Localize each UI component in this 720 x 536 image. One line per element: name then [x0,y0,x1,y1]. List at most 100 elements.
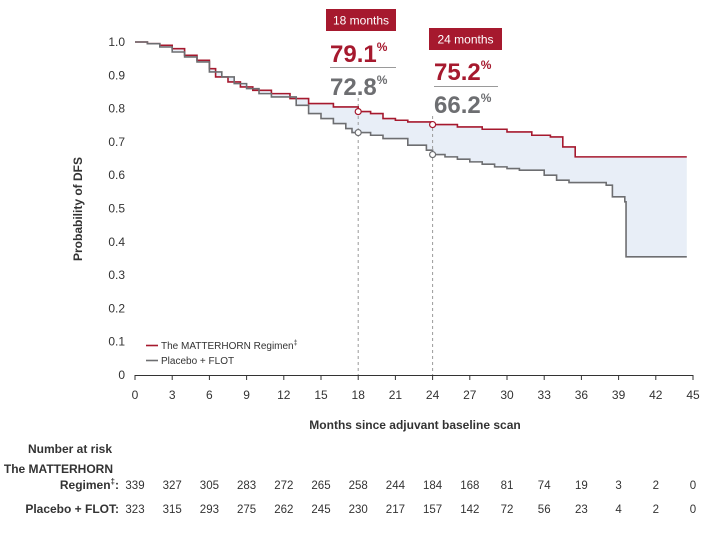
legend-label-placebo: Placebo + FLOT [161,356,234,367]
callout-18-label: 18 months [333,14,389,28]
risk-value-matterhorn: 283 [237,480,256,492]
risk-value-placebo: 262 [274,504,293,516]
risk-table: Number at risk The MATTERHORN Regimen‡: … [4,442,696,516]
risk-value-placebo: 23 [575,504,588,516]
risk-value-matterhorn: 272 [274,480,293,492]
series-line-placebo [135,41,687,258]
risk-value-matterhorn: 74 [538,480,551,492]
y-axis: 0 0.1 0.2 0.3 0.4 0.5 0.6 0.7 0.8 0.9 1.0 [108,35,125,382]
risk-value-matterhorn: 244 [386,480,406,492]
y-tick-label: 0.5 [108,202,125,216]
legend: The MATTERHORN Regimen‡ Placebo + FLOT [146,340,298,367]
x-tick-label: 15 [314,388,328,402]
difference-band [135,42,687,257]
callout-24-value-placebo: 66.2% [434,91,492,119]
x-tick-label: 36 [575,388,589,402]
risk-value-placebo: 293 [200,504,219,516]
callout-24-label-box [429,28,502,50]
x-tick-label: 18 [352,388,366,402]
x-axis-title: Months since adjuvant baseline scan [309,418,520,432]
callout-18-unit-placebo: % [377,73,388,87]
risk-value-placebo: 72 [501,504,514,516]
marker-placebo-18 [354,128,362,137]
y-tick-label: 0.6 [108,168,125,182]
risk-value-placebo: 230 [349,504,368,516]
risk-value-matterhorn: 184 [423,480,443,492]
risk-value-placebo: 275 [237,504,256,516]
x-tick-label: 39 [612,388,626,402]
risk-row1-label-line2: Regimen‡: [60,477,119,492]
risk-value-matterhorn: 265 [311,480,330,492]
callout-24-value-matterhorn: 75.2% [434,58,492,86]
callout-24-months: 24 months 75.2% 66.2% [429,28,502,119]
risk-value-matterhorn: 305 [200,480,219,492]
risk-value-matterhorn: 3 [615,480,621,492]
x-tick-label: 9 [243,388,250,402]
callout-18-value-matterhorn: 79.1% [330,40,388,68]
risk-value-matterhorn: 168 [460,480,479,492]
risk-value-placebo: 2 [653,504,659,516]
y-tick-label: 1.0 [108,35,125,49]
risk-row1-label-colon: : [115,478,119,492]
risk-value-matterhorn: 339 [125,480,144,492]
risk-value-matterhorn: 258 [349,480,368,492]
risk-value-placebo: 323 [125,504,144,516]
x-tick-label: 3 [169,388,176,402]
series-lines [135,41,687,258]
y-tick-label: 0.2 [108,301,125,315]
y-tick-label: 0.4 [108,235,125,249]
callout-18-unit-matterhorn: % [377,40,388,54]
risk-value-matterhorn: 0 [690,480,696,492]
callout-18-label-box [326,9,396,31]
legend-label-matterhorn-sup: ‡ [294,340,298,347]
callout-24-label: 24 months [437,33,493,47]
risk-value-placebo: 0 [690,504,696,516]
y-tick-label: 0.8 [108,102,125,116]
x-axis: 0 3 6 9 12 15 18 21 24 27 30 33 36 39 42 45 [132,375,700,402]
risk-row1-label-line1: The MATTERHORN [4,462,113,476]
risk-value-matterhorn: 2 [653,480,659,492]
y-tick-label: 0.3 [108,268,125,282]
callout-18-months: 18 months 79.1% 72.8% [326,9,396,101]
risk-value-placebo: 157 [423,504,442,516]
risk-value-placebo: 245 [311,504,330,516]
x-tick-label: 21 [389,388,403,402]
series-line-matterhorn [135,41,687,158]
y-tick-label: 0 [118,368,125,382]
risk-value-matterhorn: 327 [163,480,182,492]
y-tick-label: 0.7 [108,135,125,149]
risk-row1-label-sup: ‡ [111,477,115,486]
callout-18-value-placebo: 72.8% [330,73,388,101]
y-axis-title: Probability of DFS [71,157,85,261]
y-tick-label: 0.1 [108,335,125,349]
difference-band-area [135,42,687,257]
x-tick-label: 42 [649,388,663,402]
risk-value-placebo: 217 [386,504,405,516]
risk-values: 3393233273153052932832752722622652452582… [125,480,696,516]
risk-value-placebo: 315 [163,504,182,516]
risk-value-matterhorn: 19 [575,480,588,492]
risk-value-placebo: 142 [460,504,479,516]
x-tick-label: 30 [500,388,514,402]
risk-value-placebo: 56 [538,504,551,516]
x-tick-label: 27 [463,388,477,402]
marker-matterhorn-18 [354,107,362,116]
marker-matterhorn-24 [429,120,437,129]
risk-value-placebo: 4 [615,504,622,516]
x-tick-label: 6 [206,388,213,402]
risk-table-title: Number at risk [28,442,112,456]
x-tick-label: 12 [277,388,291,402]
x-tick-label: 33 [538,388,552,402]
risk-value-matterhorn: 81 [501,480,514,492]
x-tick-label: 45 [686,388,700,402]
x-tick-label: 24 [426,388,440,402]
x-tick-label: 0 [132,388,139,402]
y-tick-label: 0.9 [108,68,125,82]
marker-placebo-24 [429,150,437,159]
callout-24-unit-matterhorn: % [481,58,492,72]
annotation-markers [354,107,437,159]
callout-24-unit-placebo: % [481,91,492,105]
legend-label-matterhorn: The MATTERHORN Regimen‡ [161,340,298,352]
risk-row2-label: Placebo + FLOT: [25,502,119,516]
